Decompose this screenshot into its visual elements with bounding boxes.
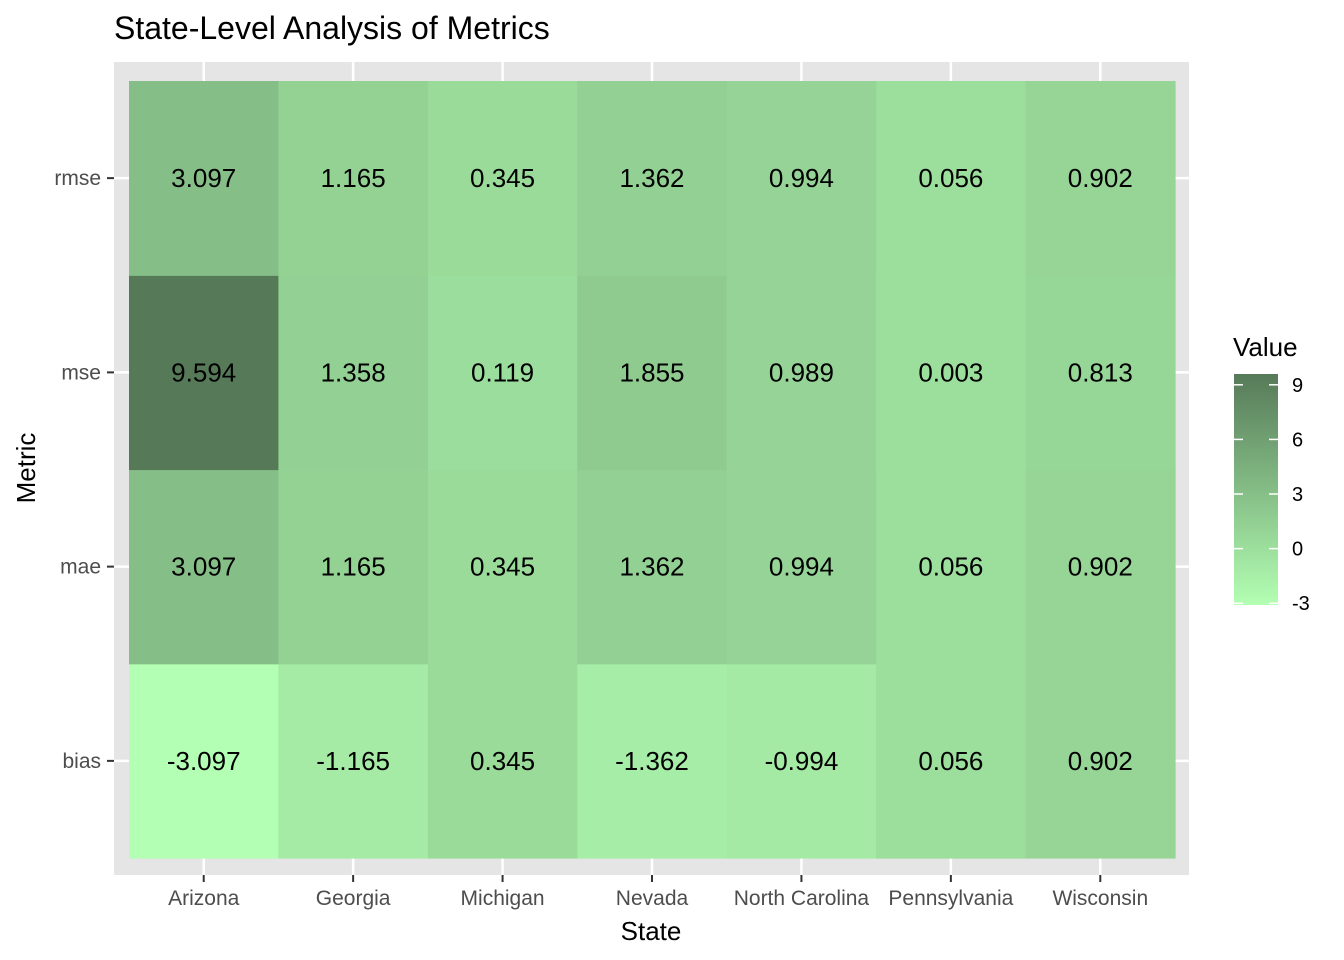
cell-value-label: 0.813: [1068, 357, 1133, 387]
heatmap-cell: [278, 81, 429, 276]
heatmap-cell: [1025, 275, 1176, 471]
cell-labels: -3.097 -1.165 0.345 -1.362 -0.994 0.056 0.902 3…: [167, 163, 1133, 776]
cell-value-label: -0.994: [765, 746, 839, 776]
x-tick-label: Georgia: [316, 887, 391, 910]
cell-value-label: -1.362: [615, 746, 689, 776]
cell-value-label: 0.902: [1068, 163, 1133, 193]
x-tick-label: North Carolina: [734, 887, 870, 910]
cell-value-label: 3.097: [171, 163, 236, 193]
cell-value-label: 0.994: [769, 552, 834, 582]
heatmap-cell: [577, 81, 728, 276]
y-axis-title: Metric: [11, 433, 41, 504]
heatmap-cell: [427, 663, 578, 859]
x-tick-label: Nevada: [616, 887, 689, 910]
heatmap-cell: [1025, 663, 1176, 859]
heatmap-cell: [577, 469, 728, 665]
cell-value-label: -3.097: [167, 746, 241, 776]
x-axis: Arizona Georgia Michigan Nevada North Caroli…: [168, 875, 1148, 910]
cell-value-label: 0.345: [470, 163, 535, 193]
y-tick-label: mse: [61, 361, 101, 384]
y-tick-label: bias: [62, 750, 101, 773]
cell-value-label: 9.594: [171, 357, 236, 387]
x-tick-label: Michigan: [461, 887, 545, 910]
cell-value-label: -1.165: [316, 746, 390, 776]
heatmap-cell: [427, 469, 578, 665]
legend-tick-label: -3: [1292, 593, 1310, 615]
cell-value-label: 1.165: [321, 163, 386, 193]
legend-title: Value: [1233, 332, 1298, 362]
y-tick-label: mae: [60, 556, 101, 579]
cell-value-label: 0.902: [1068, 552, 1133, 582]
cell-value-label: 1.165: [321, 552, 386, 582]
y-tick-label: rmse: [54, 167, 101, 190]
heatmap-cell: [427, 275, 578, 471]
cell-value-label: 0.994: [769, 163, 834, 193]
heatmap-cell: [278, 663, 429, 859]
heatmap-cell: [577, 275, 728, 471]
cell-value-label: 0.119: [471, 357, 534, 387]
heatmap-cell: [726, 275, 877, 471]
cell-value-label: 0.345: [470, 552, 535, 582]
heatmap-cell: [577, 663, 728, 859]
cell-value-label: 0.902: [1068, 746, 1133, 776]
heatmap-cell: [278, 275, 429, 471]
x-tick-label: Pennsylvania: [888, 887, 1013, 910]
cell-value-label: 1.358: [321, 357, 386, 387]
chart-title: State-Level Analysis of Metrics: [114, 10, 550, 46]
cell-value-label: 1.855: [619, 357, 684, 387]
cell-value-label: 1.362: [619, 552, 684, 582]
heatmap-cell: [278, 469, 429, 665]
cell-value-label: 0.345: [470, 746, 535, 776]
cell-value-label: 0.056: [918, 552, 983, 582]
cell-value-label: 3.097: [171, 552, 236, 582]
cell-value-label: 0.056: [918, 746, 983, 776]
heatmap-cell: [129, 275, 280, 471]
x-tick-label: Arizona: [168, 887, 240, 910]
heatmap-cell: [129, 81, 280, 276]
x-axis-title: State: [621, 916, 682, 946]
legend-colorbar: [1234, 374, 1278, 605]
color-legend: Value 9 6 3 0 -3: [1233, 332, 1310, 615]
heatmap-cell: [876, 81, 1027, 276]
legend-tick-label: 0: [1292, 539, 1303, 561]
heatmap-cell: [1025, 81, 1176, 276]
legend-tick-label: 9: [1292, 375, 1303, 397]
x-tick-label: Wisconsin: [1052, 887, 1148, 910]
heatmap-cell: [876, 469, 1027, 665]
cell-value-label: 0.989: [769, 357, 834, 387]
heatmap-cell: [129, 663, 280, 859]
heatmap-cell: [726, 469, 877, 665]
heatmap-cell: [1025, 469, 1176, 665]
heatmap-cell: [427, 81, 578, 276]
cell-value-label: 1.362: [619, 163, 684, 193]
heatmap-cell: [726, 81, 877, 276]
heatmap-cell: [876, 663, 1027, 859]
legend-tick-label: 3: [1292, 484, 1303, 506]
legend-tick-label: 6: [1292, 429, 1303, 451]
cell-value-label: 0.003: [918, 357, 983, 387]
heatmap-cells: [129, 81, 1176, 859]
cell-value-label: 0.056: [918, 163, 983, 193]
heatmap-cell: [129, 469, 280, 665]
heatmap-cell: [876, 275, 1027, 471]
y-axis: bias mae mse rmse: [54, 167, 114, 773]
heatmap-cell: [726, 663, 877, 859]
